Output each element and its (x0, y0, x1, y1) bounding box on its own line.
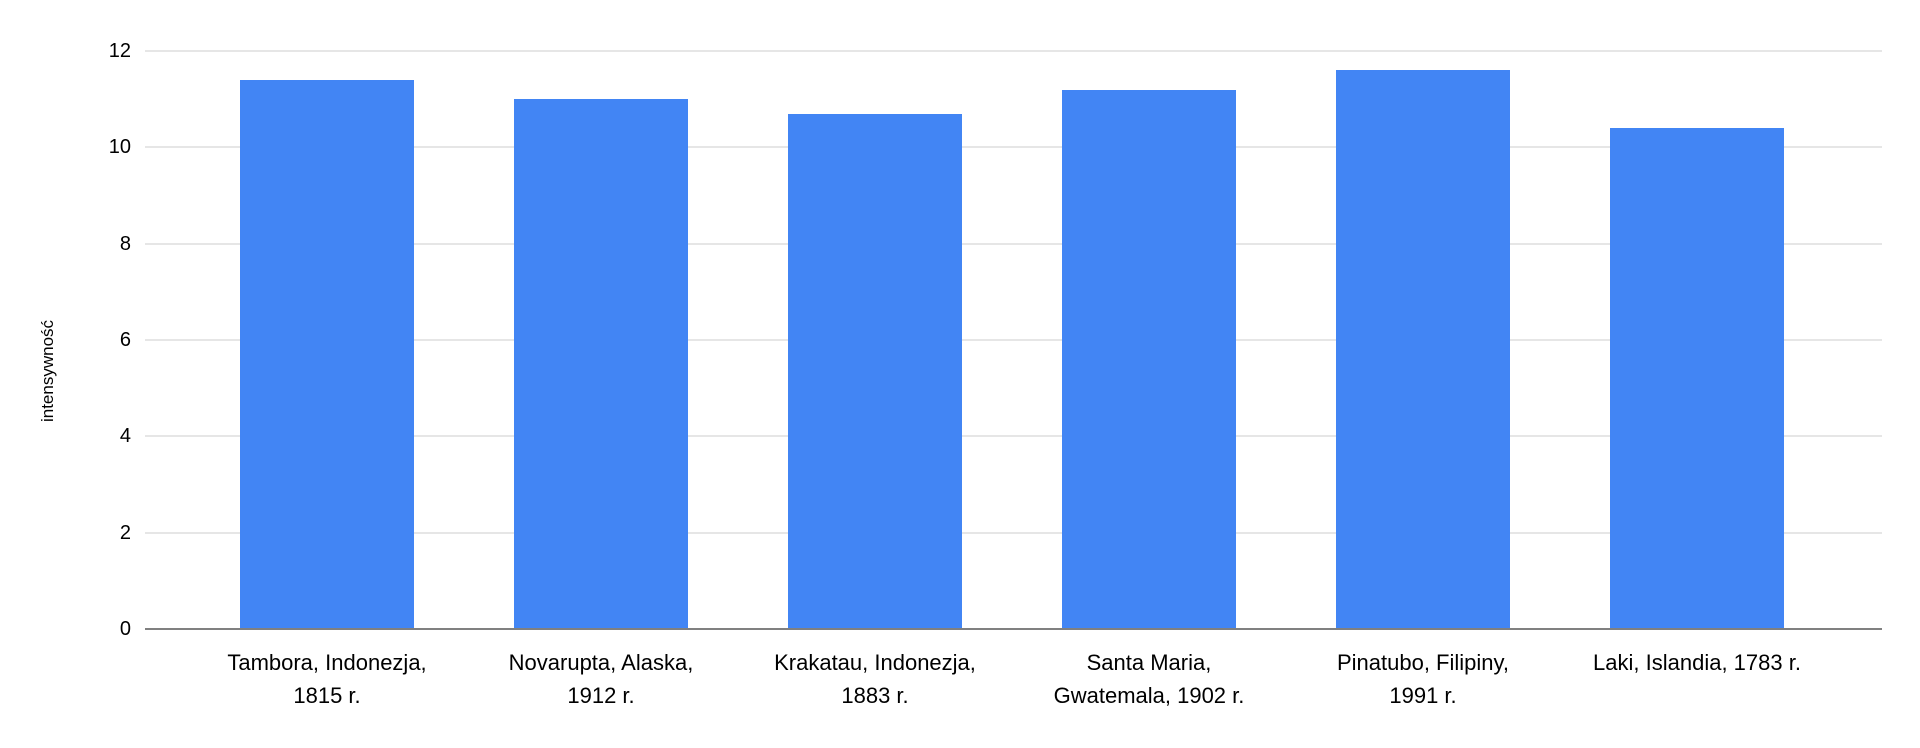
bar-6[interactable] (1610, 128, 1784, 629)
y-tick-label: 4 (119, 425, 131, 448)
bar-slot (738, 51, 1012, 629)
x-axis-label-5: Pinatubo, Filipiny, 1991 r. (1336, 650, 1509, 708)
x-axis-label-1: Tambora, Indonezja, 1815 r. (227, 650, 427, 708)
gridline (145, 242, 1882, 245)
x-axis-labels: Tambora, Indonezja, 1815 r. Novarupta, Al… (190, 646, 1834, 712)
y-tick-label: 6 (119, 329, 131, 351)
plot-area: 0 2 4 6 8 10 12 (109, 40, 1882, 640)
x-axis-label-6: Laki, Islandia, 1783 r. (1593, 650, 1801, 675)
bar-slot (1012, 51, 1286, 629)
y-tick-label: 0 (119, 618, 131, 640)
x-axis-label-4: Santa Maria, Gwatemala, 1902 r. (1053, 650, 1245, 708)
bar-4[interactable] (1062, 89, 1236, 629)
y-tick-label: 2 (119, 521, 131, 544)
bar-slot (190, 51, 464, 629)
x-axis-baseline (145, 628, 1882, 630)
gridline (145, 50, 1882, 52)
bars-layer (190, 51, 1834, 629)
gridline (145, 435, 1882, 438)
bar-slot (1560, 51, 1834, 629)
x-axis-label-3: Krakatau, Indonezja, 1883 r. (774, 650, 976, 708)
y-tick-label: 12 (108, 40, 131, 62)
x-axis-label-2: Novarupta, Alaska, 1912 r. (508, 650, 694, 708)
bar-1[interactable] (240, 79, 414, 629)
bar-3[interactable] (788, 113, 962, 629)
bar-slot (464, 51, 738, 629)
bar-5[interactable] (1336, 70, 1510, 629)
gridline (145, 531, 1882, 534)
gridline (145, 339, 1882, 341)
y-tick-label: 8 (119, 232, 131, 255)
y-tick-label: 10 (108, 136, 131, 159)
bar-slot (1286, 51, 1560, 629)
gridline (145, 146, 1882, 149)
bar-2[interactable] (514, 99, 688, 629)
